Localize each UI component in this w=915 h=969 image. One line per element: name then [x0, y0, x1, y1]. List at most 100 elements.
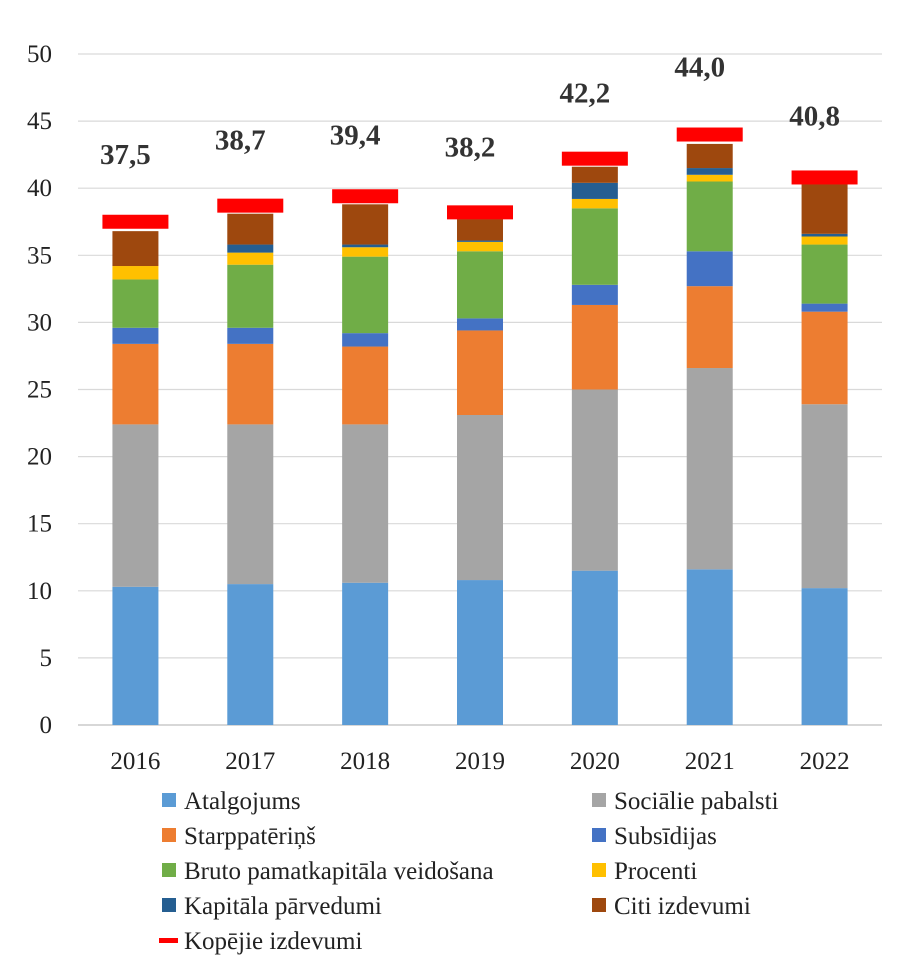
bar-segment — [686, 286, 733, 369]
bar-segment — [342, 247, 389, 257]
total-data-label: 38,7 — [215, 125, 266, 157]
bar-segment — [112, 343, 159, 425]
bar-segment — [112, 266, 159, 280]
total-marker — [217, 198, 284, 213]
bar-segment — [342, 256, 389, 334]
x-tick-label: 2021 — [685, 748, 735, 775]
bar-segment — [571, 182, 618, 199]
bar-segment — [457, 219, 503, 241]
x-tick-label: 2018 — [340, 748, 390, 775]
bar-segment — [571, 208, 618, 285]
bar-segment — [801, 303, 848, 312]
bar-segment — [227, 327, 274, 344]
total-data-label: 39,4 — [330, 119, 381, 151]
bar-segment — [801, 236, 848, 245]
bar-segment — [801, 184, 848, 234]
bar-segment — [342, 333, 389, 347]
bar-segment — [227, 213, 274, 245]
legend-label: Procenti — [614, 858, 697, 885]
legend-label: Subsīdijas — [614, 823, 717, 850]
legend: Atalgojums Sociālie pabalsti Starppatēriņš… — [159, 788, 779, 955]
legend-swatch — [162, 863, 176, 877]
legend-swatch — [592, 793, 606, 807]
legend-label: Sociālie pabalsti — [614, 788, 779, 815]
bar-segment — [457, 251, 503, 319]
x-tick-label: 2019 — [455, 748, 505, 775]
bar-segment — [112, 424, 159, 587]
bar-segment — [801, 244, 848, 304]
bar-segment — [686, 168, 733, 175]
bar-segment — [457, 330, 503, 415]
total-marker — [102, 214, 169, 229]
x-axis-tick-labels: 2016 2017 2018 2019 2020 2021 2022 — [110, 748, 849, 775]
total-marker — [332, 189, 399, 204]
bar-segment — [801, 404, 848, 589]
bar-segment — [457, 241, 503, 252]
y-tick-label: 45 — [27, 108, 52, 135]
bar-segment — [686, 251, 733, 287]
bar-segment — [112, 586, 159, 725]
bar-segment — [801, 588, 848, 725]
legend-label: Atalgojums — [184, 788, 301, 815]
y-tick-label: 20 — [27, 444, 52, 471]
bar-segment — [457, 414, 503, 581]
bar-segment — [686, 174, 733, 182]
bar-segment — [227, 264, 274, 328]
legend-swatch — [592, 898, 606, 912]
total-data-label: 38,2 — [445, 131, 496, 163]
total-data-label: 42,2 — [559, 78, 610, 110]
y-tick-label: 30 — [27, 309, 52, 336]
total-data-label: 37,5 — [100, 139, 151, 171]
y-tick-label: 25 — [27, 377, 52, 404]
legend-label: Citi izdevumi — [614, 893, 751, 920]
bar-segments — [112, 143, 848, 725]
total-data-label: 40,8 — [789, 100, 840, 132]
y-tick-label: 10 — [27, 578, 52, 605]
bar-segment — [801, 311, 848, 405]
bar-segment — [342, 204, 389, 245]
total-marker — [676, 127, 743, 142]
x-tick-label: 2016 — [110, 748, 160, 775]
legend-label: Bruto pamatkapitāla veidošana — [184, 858, 494, 885]
x-tick-label: 2017 — [225, 748, 275, 775]
bar-segment — [227, 584, 274, 725]
legend-label: Kapitāla pārvedumi — [184, 893, 382, 920]
bar-segment — [571, 570, 618, 725]
y-axis-tick-labels: 0 5 10 15 20 25 30 35 40 45 50 — [27, 41, 52, 739]
bar-segment — [112, 279, 159, 328]
bar-segment — [342, 346, 389, 425]
total-marker — [791, 170, 858, 185]
y-tick-label: 0 — [40, 712, 53, 739]
bar-segment — [227, 244, 274, 253]
x-tick-label: 2022 — [800, 748, 850, 775]
bar-segment — [571, 284, 618, 305]
y-tick-label: 50 — [27, 41, 52, 68]
bar-segment — [227, 343, 274, 425]
legend-swatch — [162, 793, 176, 807]
bar-segment — [686, 181, 733, 252]
bar-segment — [571, 304, 618, 390]
y-tick-label: 35 — [27, 242, 52, 269]
bar-segment — [227, 424, 274, 585]
y-tick-label: 15 — [27, 511, 52, 538]
bar-segment — [686, 569, 733, 725]
bar-segment — [457, 240, 503, 242]
bar-segment — [342, 244, 389, 248]
bar-segment — [457, 318, 503, 331]
y-tick-label: 5 — [40, 645, 53, 672]
bar-segment — [342, 582, 389, 725]
bar-segment — [801, 233, 848, 237]
bar-segment — [571, 198, 618, 209]
bar-segment — [571, 166, 618, 183]
bar-segment — [457, 580, 503, 725]
bar-segment — [112, 231, 159, 267]
bar-segment — [571, 389, 618, 571]
legend-line-swatch — [159, 938, 178, 943]
bar-segment — [686, 368, 733, 570]
bar-segment — [686, 143, 733, 169]
bar-segment — [112, 327, 159, 344]
y-tick-label: 40 — [27, 175, 52, 202]
legend-swatch — [162, 898, 176, 912]
total-marker — [447, 205, 513, 220]
